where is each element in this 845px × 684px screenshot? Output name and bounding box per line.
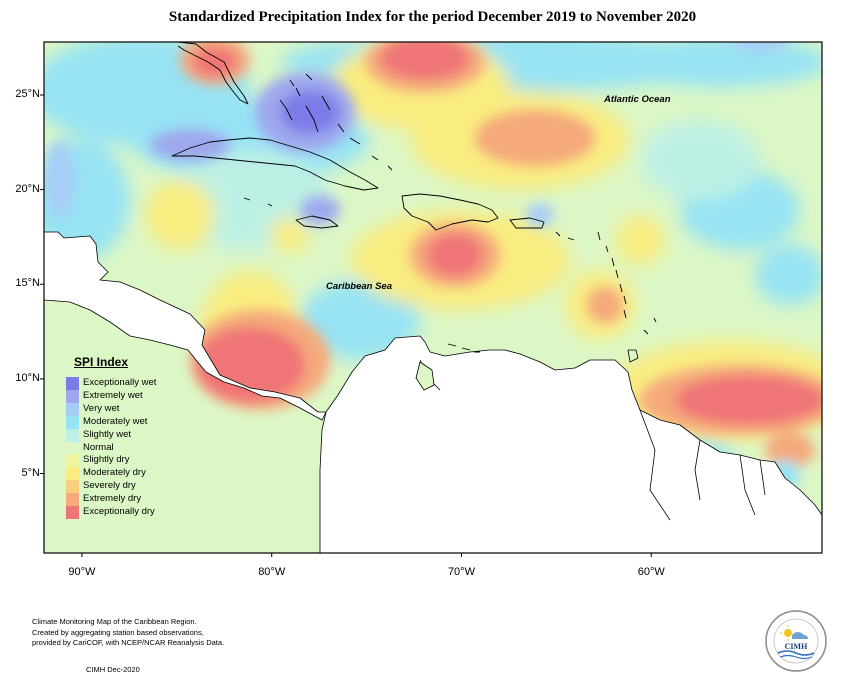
cayman-islands [243,197,273,207]
abc-islands [447,343,480,353]
legend-label: Severely dry [83,480,136,492]
atlantic-ocean-label: Atlantic Ocean [604,94,671,105]
sun-icon [784,629,792,637]
legend-label: Very wet [83,402,120,414]
hispaniola [401,193,499,231]
lat-tick-label: 10°N [15,371,40,384]
legend-swatch [66,389,79,403]
page-title: Standardized Precipitation Index for the… [168,9,697,25]
legend-label: Normal [83,441,114,453]
legend-label: Exceptionally wet [83,377,157,388]
puerto-rico [509,217,545,229]
spi-field-core [46,42,822,490]
legend-label: Extremely dry [83,493,142,505]
cimh-logo: CIMH [765,610,827,672]
legend-label: Moderately wet [83,415,148,427]
trinidad [627,349,639,363]
map-frame [43,41,823,554]
legend-swatch [66,506,79,519]
legend-swatch [66,377,79,390]
legend-swatch [66,428,79,442]
footer-line-3: provided by CariCOF, with NCEP/NCAR Rean… [32,638,225,647]
lon-tick-label: 60°W [637,566,665,578]
lon-tick-label: 70°W [447,566,475,578]
island-outlines [171,42,657,353]
footer-date: CIMH Dec-2020 [86,665,140,674]
lat-tick-label: 5°N [21,466,40,479]
logo-text: CIMH [785,642,808,651]
footer-line-2: Created by aggregating station based obs… [32,627,204,637]
lesser-antilles [555,231,657,335]
legend-swatch [66,480,79,494]
lat-tick-label: 15°N [15,277,40,290]
lake-maracaibo [415,361,435,391]
legend-title: SPI Index [74,355,129,369]
lat-tick-label: 20°N [15,182,40,195]
cuba [171,137,379,191]
legend-swatch [66,454,79,468]
guiana-borders [419,359,766,521]
lon-tick-label: 90°W [68,566,96,578]
legend-swatch [66,402,79,416]
legend-swatch [66,467,79,481]
legend-label: Moderately dry [83,467,146,479]
south-america [319,335,822,553]
footer-line-1: Climate Monitoring Map of the Caribbean … [32,617,197,626]
bahamas [279,73,393,171]
legend-label: Extremely wet [83,389,143,401]
legend-swatch [66,441,79,455]
cloud-icon [792,632,808,639]
footer-notes: Climate Monitoring Map of the Caribbean … [32,617,224,649]
legend-label: Slightly dry [83,454,130,466]
legend-swatch [66,415,79,429]
legend-label: Exceptionally dry [83,506,155,517]
legend-label: Slightly wet [83,428,132,440]
lon-tick-label: 80°W [258,566,286,578]
florida [177,42,249,105]
wave-icon [777,650,815,656]
jamaica [295,215,339,229]
tick-marks [40,94,652,557]
caribbean-sea-label: Caribbean Sea [326,281,392,292]
central-america [44,231,327,421]
lat-tick-label: 25°N [15,87,40,100]
land-masses [44,231,822,553]
legend-swatch [66,493,79,507]
